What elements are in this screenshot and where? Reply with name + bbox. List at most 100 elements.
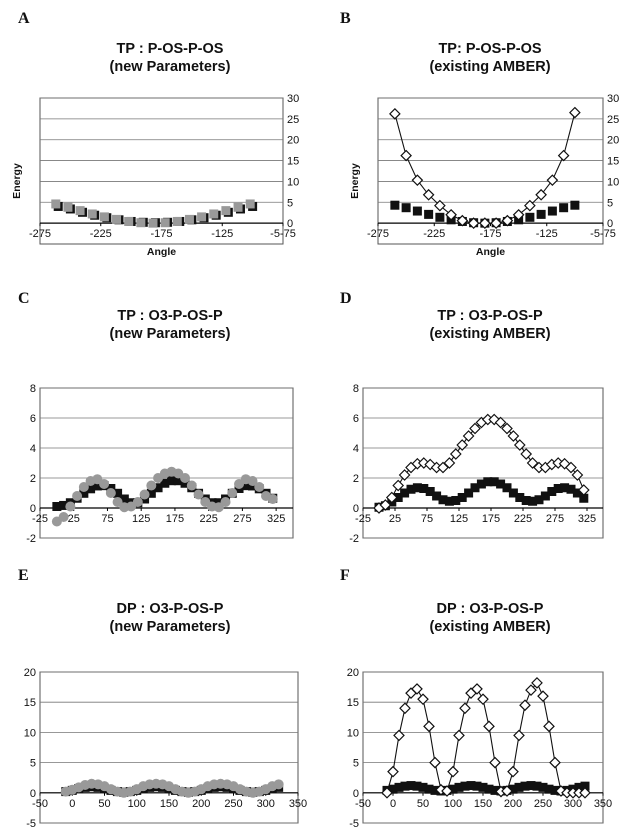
y-tick-label: 0 [287, 218, 293, 230]
y-axis-title: Energy [349, 163, 361, 199]
x-tick-label: -225 [423, 228, 445, 240]
y-tick-label: 8 [353, 383, 359, 395]
data-point-circle [58, 512, 69, 522]
panel-title-line2: (new Parameters) [109, 326, 231, 342]
x-tick-label: 175 [482, 513, 500, 525]
panel-title-line1: DP : O3-P-OS-P [436, 601, 544, 617]
y-tick-label: 25 [607, 114, 619, 126]
data-point-circle [247, 476, 258, 486]
data-point-square [532, 781, 542, 791]
data-point-circle [273, 779, 284, 790]
plot-area [39, 387, 294, 539]
data-point-square [393, 493, 403, 502]
data-point-diamond [441, 785, 453, 797]
data-point-diamond [525, 684, 537, 696]
x-tick-label: 125 [132, 513, 150, 525]
y-tick-label: 6 [30, 413, 36, 425]
data-point-square [136, 218, 146, 228]
data-point-diamond [507, 430, 520, 442]
data-point-diamond [519, 699, 531, 712]
data-point-square [406, 781, 416, 791]
panel-title: TP : O3-P-OS-P (existing AMBER) [365, 307, 615, 343]
data-point-square [448, 784, 458, 794]
x-tick-label: -50 [32, 798, 48, 810]
data-point-square [538, 782, 548, 792]
data-point-diamond [537, 690, 549, 703]
data-point-square [197, 212, 207, 222]
x-tick-label: 325 [267, 513, 285, 525]
data-point-square [451, 496, 461, 505]
data-point-square [570, 200, 580, 210]
data-point-circle [65, 501, 76, 512]
data-point-square [184, 214, 194, 224]
y-tick-label: 20 [607, 135, 619, 147]
data-point-square [526, 781, 536, 791]
x-tick-label: -275 [29, 228, 51, 240]
data-point-circle [105, 488, 116, 498]
data-point-square [460, 781, 470, 791]
x-tick-label: 250 [534, 798, 552, 810]
data-point-square [424, 784, 434, 794]
data-point-circle [213, 502, 224, 513]
data-point-square [430, 785, 440, 795]
panel-title: TP: P-OS-P-OS (existing AMBER) [365, 40, 615, 76]
data-point-square [536, 209, 546, 219]
data-point-square [502, 483, 512, 493]
plot-area [377, 97, 604, 245]
data-point-diamond [579, 786, 591, 799]
x-tick-label: 200 [192, 798, 210, 810]
data-point-diamond [422, 188, 435, 201]
data-point-diamond [557, 149, 570, 162]
data-point-diamond [501, 214, 514, 227]
data-point-square [146, 488, 156, 498]
data-point-square [520, 781, 530, 791]
data-point-square [401, 203, 411, 213]
x-tick-label: -125 [536, 228, 558, 240]
x-tick-label: 0 [390, 798, 396, 810]
data-point-square [400, 781, 410, 791]
x-tick-label: -50 [355, 798, 371, 810]
data-point-square [478, 782, 488, 792]
panel-title-line2: (existing AMBER) [429, 59, 551, 75]
x-tick-label: 225 [199, 513, 217, 525]
data-point-square [515, 493, 525, 502]
x-tick-label: 275 [233, 513, 251, 525]
data-point-square [390, 200, 400, 210]
data-point-circle [180, 473, 191, 483]
data-point-diamond [513, 729, 525, 742]
series-line [386, 681, 585, 794]
data-point-square [528, 496, 538, 506]
data-point-diamond [429, 756, 441, 769]
data-point-square [418, 782, 428, 792]
data-point-square [521, 496, 531, 505]
x-tick-label: 50 [98, 798, 110, 810]
data-point-square [464, 488, 474, 498]
data-point-diamond [462, 430, 475, 442]
y-tick-label: 10 [287, 176, 299, 188]
data-point-diamond [387, 765, 399, 778]
data-point-diamond [417, 693, 429, 706]
data-point-square [544, 784, 554, 794]
x-tick-label: 275 [546, 513, 564, 525]
panel-title-line1: TP: P-OS-P-OS [438, 41, 542, 57]
panel-title-line2: (existing AMBER) [429, 619, 551, 635]
data-point-square [124, 216, 134, 226]
data-point-circle [112, 497, 123, 507]
data-point-square [153, 483, 163, 493]
data-point-square [496, 479, 506, 489]
data-point-square [180, 478, 190, 488]
panel-title-line1: TP : P-OS-P-OS [116, 41, 224, 57]
data-point-square [51, 199, 61, 209]
data-point-circle [254, 482, 265, 492]
panel-letter: B [340, 10, 351, 27]
data-point-square [86, 484, 96, 494]
data-point-circle [227, 488, 238, 498]
data-point-diamond [379, 499, 392, 511]
y-tick-label: 8 [30, 383, 36, 395]
data-point-square [412, 206, 422, 216]
data-point-circle [146, 480, 157, 491]
data-point-square [419, 484, 429, 493]
data-point-circle [78, 482, 89, 492]
x-tick-label: -5-75 [270, 228, 296, 240]
